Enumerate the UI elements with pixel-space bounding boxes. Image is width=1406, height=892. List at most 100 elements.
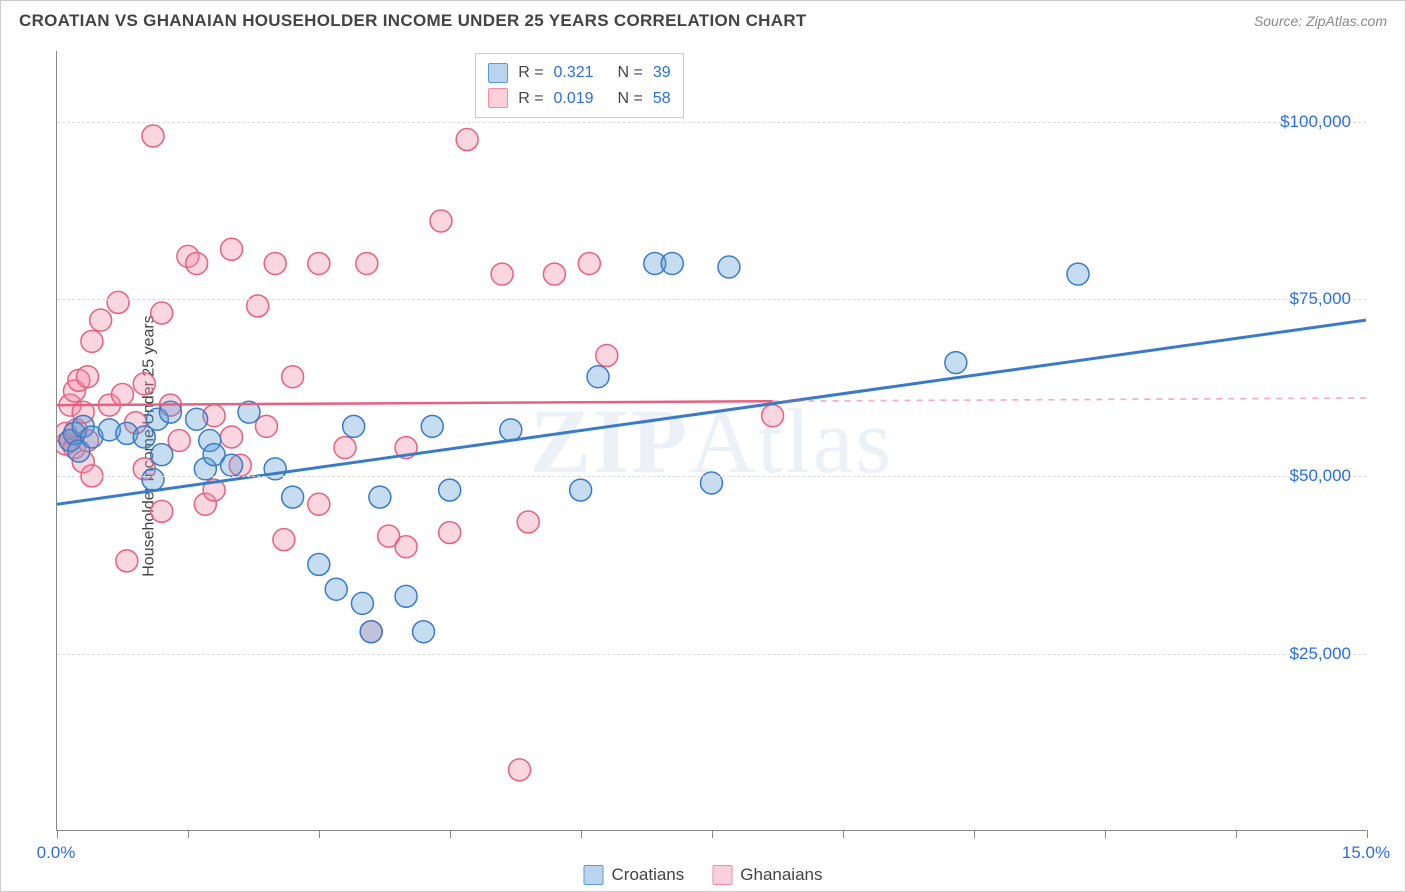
y-tick-label: $25,000	[1290, 644, 1351, 664]
legend-swatch	[488, 63, 508, 83]
y-tick-label: $50,000	[1290, 466, 1351, 486]
scatter-point	[945, 352, 967, 374]
scatter-point	[77, 430, 99, 452]
legend-swatch	[488, 88, 508, 108]
x-tick	[974, 830, 975, 838]
scatter-point	[186, 252, 208, 274]
gridline	[57, 299, 1366, 300]
scatter-point	[369, 486, 391, 508]
scatter-point	[360, 621, 382, 643]
series-legend-label: Croatians	[612, 865, 685, 885]
scatter-point	[439, 522, 461, 544]
scatter-point	[133, 426, 155, 448]
chart-title: CROATIAN VS GHANAIAN HOUSEHOLDER INCOME …	[19, 11, 807, 31]
legend-swatch	[712, 865, 732, 885]
scatter-point	[68, 440, 90, 462]
scatter-point	[81, 426, 103, 448]
watermark: ZIPAtlas	[530, 388, 894, 494]
scatter-point	[718, 256, 740, 278]
scatter-point	[221, 426, 243, 448]
series-legend-item: Croatians	[584, 865, 685, 885]
scatter-point	[509, 759, 531, 781]
scatter-point	[221, 454, 243, 476]
scatter-point	[151, 444, 173, 466]
scatter-point	[57, 433, 77, 455]
scatter-point	[308, 493, 330, 515]
scatter-point	[661, 252, 683, 274]
scatter-point	[439, 479, 461, 501]
scatter-point	[177, 245, 199, 267]
chart-container: CROATIAN VS GHANAIAN HOUSEHOLDER INCOME …	[0, 0, 1406, 892]
scatter-point	[63, 437, 85, 459]
x-tick	[57, 830, 58, 838]
scatter-point	[282, 366, 304, 388]
scatter-point	[334, 437, 356, 459]
scatter-point	[238, 401, 260, 423]
gridline	[57, 476, 1366, 477]
x-tick	[581, 830, 582, 838]
header: CROATIAN VS GHANAIAN HOUSEHOLDER INCOME …	[1, 1, 1405, 41]
gridline	[57, 122, 1366, 123]
source-label: Source: ZipAtlas.com	[1254, 13, 1387, 29]
n-label: N =	[618, 60, 643, 86]
scatter-point	[133, 373, 155, 395]
scatter-point	[151, 500, 173, 522]
scatter-point	[221, 238, 243, 260]
r-value: 0.321	[554, 60, 608, 86]
scatter-point	[81, 330, 103, 352]
scatter-point	[762, 405, 784, 427]
scatter-point	[491, 263, 513, 285]
scatter-point	[59, 394, 81, 416]
scatter-point	[63, 422, 85, 444]
scatter-point	[63, 380, 85, 402]
scatter-point	[395, 536, 417, 558]
scatter-point	[587, 366, 609, 388]
n-value: 39	[653, 60, 671, 86]
scatter-point	[146, 408, 168, 430]
scatter-point	[570, 479, 592, 501]
scatter-point	[456, 129, 478, 151]
r-value: 0.019	[554, 86, 608, 112]
n-value: 58	[653, 86, 671, 112]
scatter-point	[203, 444, 225, 466]
scatter-point	[194, 493, 216, 515]
scatter-point	[596, 345, 618, 367]
plot-area: ZIPAtlas $25,000 $50,000 $75,000 $100,000	[56, 51, 1366, 831]
scatter-point	[325, 578, 347, 600]
series-legend: CroatiansGhanaians	[584, 865, 823, 885]
scatter-point	[72, 401, 94, 423]
scatter-point	[142, 125, 164, 147]
scatter-point	[413, 621, 435, 643]
scatter-point	[578, 252, 600, 274]
scatter-point	[644, 252, 666, 274]
legend-swatch	[584, 865, 604, 885]
y-tick-label: $75,000	[1290, 289, 1351, 309]
r-label: R =	[518, 86, 543, 112]
n-label: N =	[618, 86, 643, 112]
scatter-point	[500, 419, 522, 441]
scatter-point	[116, 550, 138, 572]
x-tick	[712, 830, 713, 838]
scatter-point	[151, 302, 173, 324]
x-tick	[188, 830, 189, 838]
scatter-point	[159, 394, 181, 416]
scatter-point	[116, 422, 138, 444]
scatter-point	[68, 369, 90, 391]
scatter-point	[203, 479, 225, 501]
scatter-point	[430, 210, 452, 232]
x-tick	[1367, 830, 1368, 838]
scatter-point	[65, 419, 87, 441]
scatter-point	[72, 451, 94, 473]
scatter-point	[90, 309, 112, 331]
scatter-point	[395, 585, 417, 607]
scatter-point	[351, 592, 373, 614]
scatter-point	[395, 437, 417, 459]
trend-line-extrapolated	[773, 398, 1366, 401]
scatter-point	[168, 430, 190, 452]
x-tick	[450, 830, 451, 838]
scatter-point	[255, 415, 277, 437]
scatter-point	[111, 383, 133, 405]
scatter-point	[98, 394, 120, 416]
scatter-point	[107, 291, 129, 313]
y-tick-label: $100,000	[1280, 112, 1351, 132]
